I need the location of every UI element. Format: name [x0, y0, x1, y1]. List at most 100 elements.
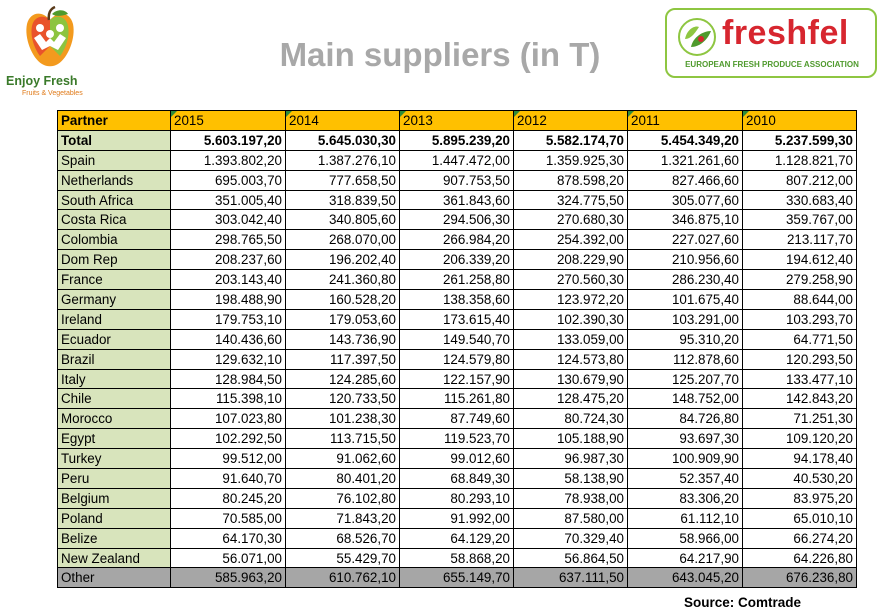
- table-row: Peru 91.640,70 80.401,20 68.849,30 58.138,90…: [57, 468, 857, 489]
- value-cell: 305.077,60: [627, 189, 743, 211]
- value-cell: 107.023,80: [170, 408, 286, 430]
- value-cell: 148.752,00: [627, 388, 743, 410]
- value-cell: 138.358,60: [399, 289, 514, 310]
- value-cell: 99.012,60: [399, 448, 514, 470]
- value-cell: 91.640,70: [170, 468, 286, 489]
- value-cell: 1.128.821,70: [742, 149, 857, 171]
- value-cell: 179.053,60: [285, 308, 400, 330]
- table-row: Poland 70.585,00 71.843,20 91.992,00 87.580,…: [57, 507, 857, 529]
- partner-cell: Poland: [57, 507, 171, 529]
- value-cell: 109.120,20: [742, 428, 857, 450]
- value-cell: 102.292,50: [170, 428, 286, 450]
- table-row: Turkey 99.512,00 91.062,60 99.012,60 96.987,…: [57, 448, 857, 470]
- value-cell: 55.429,70: [285, 547, 400, 569]
- value-cell: 64.771,50: [742, 328, 857, 350]
- value-cell: 103.291,00: [627, 308, 743, 330]
- value-cell: 655.149,70: [399, 567, 514, 589]
- value-cell: 173.615,40: [399, 308, 514, 330]
- value-cell: 115.398,10: [170, 388, 286, 410]
- partner-cell: Ecuador: [57, 328, 171, 350]
- value-cell: 324.775,50: [513, 189, 628, 211]
- enjoy-fresh-name: Enjoy Fresh: [6, 74, 78, 88]
- value-cell: 83.975,20: [742, 487, 857, 509]
- table-row: Ecuador 140.436,60 143.736,90 149.540,70 133…: [57, 328, 857, 350]
- value-cell: 695.003,70: [170, 169, 286, 191]
- value-cell: 294.506,30: [399, 209, 514, 231]
- value-cell: 196.202,40: [285, 249, 400, 271]
- freshfel-name: freshfel: [722, 14, 849, 52]
- value-cell: 878.598,20: [513, 169, 628, 191]
- partner-cell: Peru: [57, 468, 171, 489]
- value-cell: 213.117,70: [742, 229, 857, 251]
- value-cell: 133.477,10: [742, 368, 857, 390]
- value-cell: 203.143,40: [170, 269, 286, 291]
- value-cell: 76.102,80: [285, 487, 400, 509]
- value-cell: 100.909,90: [627, 448, 743, 470]
- value-cell: 71.843,20: [285, 507, 400, 529]
- value-cell: 206.339,20: [399, 249, 514, 271]
- value-cell: 58.868,20: [399, 547, 514, 569]
- value-cell: 286.230,40: [627, 269, 743, 291]
- other-row: Other 585.963,20 610.762,10 655.149,70 637.1…: [57, 567, 857, 589]
- partner-cell: Chile: [57, 388, 171, 410]
- value-cell: 94.178,40: [742, 448, 857, 470]
- partner-cell: Spain: [57, 149, 171, 171]
- table-row: Chile 115.398,10 120.733,50 115.261,80 128.4…: [57, 388, 857, 410]
- partner-cell: Turkey: [57, 448, 171, 470]
- table-row: Costa Rica 303.042,40 340.805,60 294.506,30…: [57, 209, 857, 231]
- partner-cell: Netherlands: [57, 169, 171, 191]
- value-cell: 194.612,40: [742, 249, 857, 271]
- value-cell: 95.310,20: [627, 328, 743, 350]
- table-row: Italy 128.984,50 124.285,60 122.157,90 130.6…: [57, 368, 857, 390]
- value-cell: 119.523,70: [399, 428, 514, 450]
- value-cell: 120.293,50: [742, 348, 857, 370]
- partner-cell: Colombia: [57, 229, 171, 251]
- value-cell: 5.582.174,70: [513, 129, 628, 151]
- value-cell: 124.579,80: [399, 348, 514, 370]
- value-cell: 80.724,30: [513, 408, 628, 430]
- value-cell: 101.238,30: [285, 408, 400, 430]
- value-cell: 124.285,60: [285, 368, 400, 390]
- source-note: Source: Comtrade: [684, 595, 802, 610]
- value-cell: 61.112,10: [627, 507, 743, 529]
- value-cell: 268.070,00: [285, 229, 400, 251]
- value-cell: 123.972,20: [513, 289, 628, 310]
- value-cell: 56.864,50: [513, 547, 628, 569]
- partner-cell: Brazil: [57, 348, 171, 370]
- value-cell: 340.805,60: [285, 209, 400, 231]
- value-cell: 133.059,00: [513, 328, 628, 350]
- value-cell: 5.237.599,30: [742, 129, 857, 151]
- partner-cell: Belize: [57, 527, 171, 549]
- partner-cell: Total: [57, 129, 171, 151]
- column-header: 2014: [285, 110, 400, 131]
- value-cell: 610.762,10: [285, 567, 400, 589]
- enjoy-fresh-logo: Enjoy Fresh Fruits & Vegetables: [6, 6, 96, 102]
- value-cell: 143.736,90: [285, 328, 400, 350]
- value-cell: 198.488,90: [170, 289, 286, 310]
- value-cell: 124.573,80: [513, 348, 628, 370]
- partner-cell: France: [57, 269, 171, 291]
- value-cell: 585.963,20: [170, 567, 286, 589]
- table-row: New Zealand 56.071,00 55.429,70 58.868,20 56…: [57, 547, 857, 569]
- value-cell: 1.359.925,30: [513, 149, 628, 171]
- value-cell: 1.393.802,20: [170, 149, 286, 171]
- value-cell: 52.357,40: [627, 468, 743, 489]
- value-cell: 40.530,20: [742, 468, 857, 489]
- value-cell: 907.753,50: [399, 169, 514, 191]
- value-cell: 777.658,50: [285, 169, 400, 191]
- table-row: Dom Rep 208.237,60 196.202,40 206.339,20 208…: [57, 249, 857, 271]
- value-cell: 58.966,00: [627, 527, 743, 549]
- value-cell: 1.447.472,00: [399, 149, 514, 171]
- value-cell: 128.475,20: [513, 388, 628, 410]
- suppliers-table: Partner 2015 2014 2013 2012 2011 2010 To…: [57, 110, 857, 589]
- value-cell: 270.680,30: [513, 209, 628, 231]
- column-header: 2012: [513, 110, 628, 131]
- partner-cell: Other: [57, 567, 171, 589]
- table-row: Netherlands 695.003,70 777.658,50 907.753,5…: [57, 169, 857, 191]
- partner-cell: Ireland: [57, 308, 171, 330]
- table-row: Brazil 129.632,10 117.397,50 124.579,80 124.…: [57, 348, 857, 370]
- value-cell: 96.987,30: [513, 448, 628, 470]
- page-title: Main suppliers (in T): [279, 36, 601, 73]
- value-cell: 80.401,20: [285, 468, 400, 489]
- value-cell: 361.843,60: [399, 189, 514, 211]
